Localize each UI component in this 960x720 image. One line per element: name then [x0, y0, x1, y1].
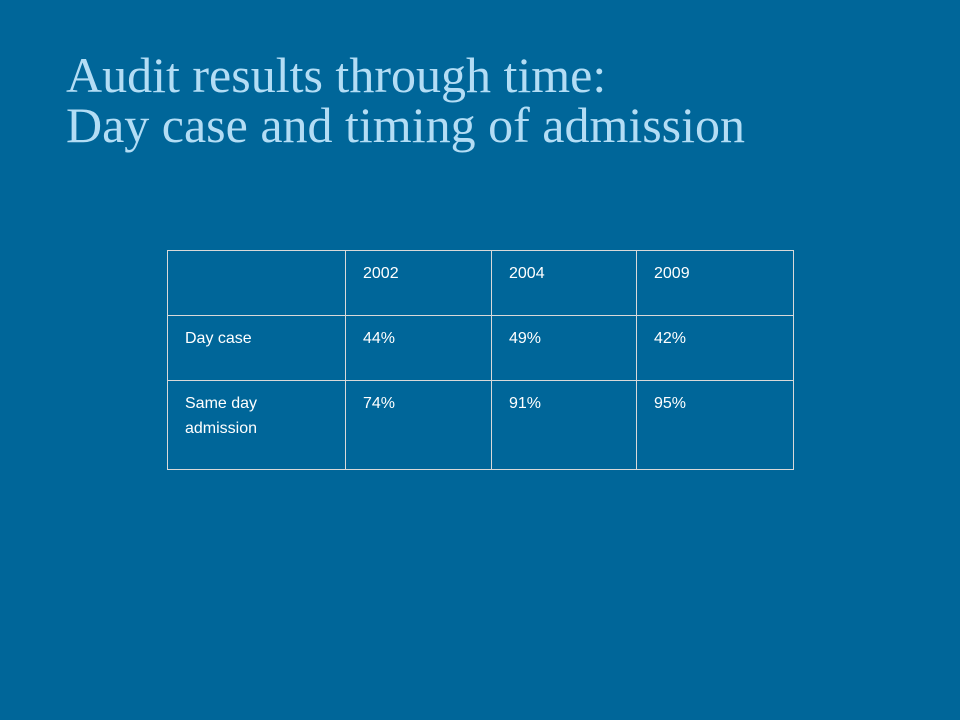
- table-cell: 49%: [491, 315, 637, 381]
- slide-title-line-1: Audit results through time:: [66, 47, 607, 103]
- table-cell: 91%: [491, 380, 637, 470]
- row-label-same-day-admission: Same day admission: [167, 380, 346, 470]
- table-cell: 44%: [345, 315, 492, 381]
- table-cell: 42%: [636, 315, 794, 381]
- table-cell: 74%: [345, 380, 492, 470]
- table-row-same-day-admission: Same day admission 74% 91% 95%: [167, 380, 794, 470]
- slide-title: Audit results through time: Day case and…: [66, 50, 745, 150]
- row-label-day-case: Day case: [167, 315, 346, 381]
- slide-title-line-2: Day case and timing of admission: [66, 97, 746, 153]
- audit-results-table: 2002 2004 2009 Day case 44% 49% 42% Same…: [167, 250, 794, 470]
- table-header-cell-2002: 2002: [345, 250, 492, 316]
- table-row-day-case: Day case 44% 49% 42%: [167, 315, 794, 381]
- table-header-cell-empty: [167, 250, 346, 316]
- table-header-cell-2009: 2009: [636, 250, 794, 316]
- table-cell: 95%: [636, 380, 794, 470]
- table-header-row: 2002 2004 2009: [167, 250, 794, 316]
- table-header-cell-2004: 2004: [491, 250, 637, 316]
